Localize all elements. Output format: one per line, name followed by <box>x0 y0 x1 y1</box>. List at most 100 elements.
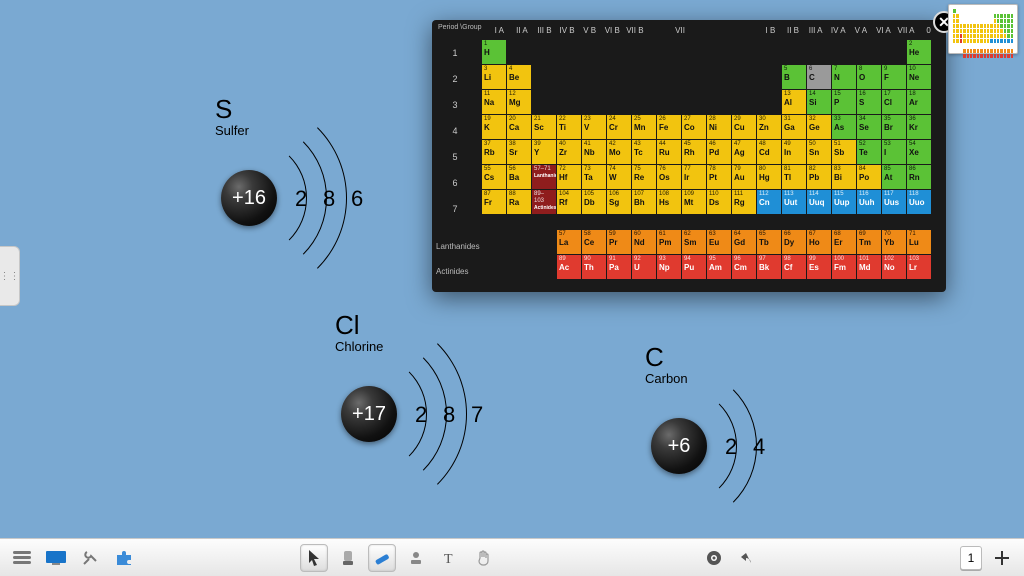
element-Se[interactable]: 34Se <box>857 115 882 140</box>
element-O[interactable]: 8O <box>857 65 882 90</box>
element-Eu[interactable]: 63Eu <box>707 230 732 255</box>
element-Ag[interactable]: 47Ag <box>732 140 757 165</box>
element-F[interactable]: 9F <box>882 65 907 90</box>
eraser-tool[interactable] <box>334 544 362 572</box>
atom-c[interactable]: C Carbon+624 <box>645 342 688 386</box>
element-Zr[interactable]: 40Zr <box>557 140 582 165</box>
element-P[interactable]: 15P <box>832 90 857 115</box>
element-Tl[interactable]: 81Tl <box>782 165 807 190</box>
element-Ca[interactable]: 20Ca <box>507 115 532 140</box>
element-Ge[interactable]: 32Ge <box>807 115 832 140</box>
element-Kr[interactable]: 36Kr <box>907 115 932 140</box>
element-In[interactable]: 49In <box>782 140 807 165</box>
atom-cl[interactable]: Cl Chlorine+17287 <box>335 310 383 354</box>
element-Sg[interactable]: 106Sg <box>607 190 632 215</box>
element-Y[interactable]: 39Y <box>532 140 557 165</box>
element-Te[interactable]: 52Te <box>857 140 882 165</box>
element-Ar[interactable]: 18Ar <box>907 90 932 115</box>
element-Uuq[interactable]: 114Uuq <box>807 190 832 215</box>
element-N[interactable]: 7N <box>832 65 857 90</box>
element-Pm[interactable]: 61Pm <box>657 230 682 255</box>
element-Rg[interactable]: 111Rg <box>732 190 757 215</box>
element-Ga[interactable]: 31Ga <box>782 115 807 140</box>
element-Pr[interactable]: 59Pr <box>607 230 632 255</box>
element-H[interactable]: 1H <box>482 40 507 65</box>
tools-icon[interactable] <box>76 544 104 572</box>
element-Cr[interactable]: 24Cr <box>607 115 632 140</box>
element-Uuh[interactable]: 116Uuh <box>857 190 882 215</box>
element-K[interactable]: 19K <box>482 115 507 140</box>
element-C[interactable]: 6C <box>807 65 832 90</box>
element-Mo[interactable]: 42Mo <box>607 140 632 165</box>
element-Pt[interactable]: 78Pt <box>707 165 732 190</box>
element-89–103[interactable]: 89–103Actinides <box>532 190 557 215</box>
element-Ne[interactable]: 10Ne <box>907 65 932 90</box>
side-panel-tab[interactable]: ⋮⋮ <box>0 246 20 306</box>
element-Er[interactable]: 68Er <box>832 230 857 255</box>
element-Cd[interactable]: 48Cd <box>757 140 782 165</box>
minimap-thumbnail[interactable] <box>948 4 1018 54</box>
element-He[interactable]: 2He <box>907 40 932 65</box>
element-No[interactable]: 102No <box>882 255 907 280</box>
element-Rb[interactable]: 37Rb <box>482 140 507 165</box>
element-Ac[interactable]: 89Ac <box>557 255 582 280</box>
element-Be[interactable]: 4Be <box>507 65 532 90</box>
element-Li[interactable]: 3Li <box>482 65 507 90</box>
element-W[interactable]: 74W <box>607 165 632 190</box>
pen-tool[interactable] <box>368 544 396 572</box>
element-Cs[interactable]: 55Cs <box>482 165 507 190</box>
element-Ho[interactable]: 67Ho <box>807 230 832 255</box>
element-Os[interactable]: 76Os <box>657 165 682 190</box>
puzzle-icon[interactable] <box>110 544 138 572</box>
periodic-table-panel[interactable]: ✕ Period \Group I AII AIII BIV BV BVI BV… <box>432 20 946 292</box>
element-Am[interactable]: 95Am <box>707 255 732 280</box>
element-Ra[interactable]: 88Ra <box>507 190 532 215</box>
element-Pa[interactable]: 91Pa <box>607 255 632 280</box>
element-Lr[interactable]: 103Lr <box>907 255 932 280</box>
element-Cl[interactable]: 17Cl <box>882 90 907 115</box>
element-Cu[interactable]: 29Cu <box>732 115 757 140</box>
element-Fm[interactable]: 100Fm <box>832 255 857 280</box>
element-Hf[interactable]: 72Hf <box>557 165 582 190</box>
element-Rh[interactable]: 45Rh <box>682 140 707 165</box>
element-Tb[interactable]: 65Tb <box>757 230 782 255</box>
element-Sb[interactable]: 51Sb <box>832 140 857 165</box>
element-Uuo[interactable]: 118Uuo <box>907 190 932 215</box>
element-Sm[interactable]: 62Sm <box>682 230 707 255</box>
element-Md[interactable]: 101Md <box>857 255 882 280</box>
element-Db[interactable]: 105Db <box>582 190 607 215</box>
element-Bh[interactable]: 107Bh <box>632 190 657 215</box>
atom-s[interactable]: S Sulfer+16286 <box>215 94 249 138</box>
element-Uut[interactable]: 113Uut <box>782 190 807 215</box>
element-Sn[interactable]: 50Sn <box>807 140 832 165</box>
element-Sc[interactable]: 21Sc <box>532 115 557 140</box>
element-Fr[interactable]: 87Fr <box>482 190 507 215</box>
element-Tc[interactable]: 43Tc <box>632 140 657 165</box>
element-Ti[interactable]: 22Ti <box>557 115 582 140</box>
element-Ba[interactable]: 56Ba <box>507 165 532 190</box>
element-U[interactable]: 92U <box>632 255 657 280</box>
element-Pb[interactable]: 82Pb <box>807 165 832 190</box>
element-Lu[interactable]: 71Lu <box>907 230 932 255</box>
element-At[interactable]: 85At <box>882 165 907 190</box>
element-Mn[interactable]: 25Mn <box>632 115 657 140</box>
element-Cn[interactable]: 112Cn <box>757 190 782 215</box>
element-Na[interactable]: 11Na <box>482 90 507 115</box>
element-Sr[interactable]: 38Sr <box>507 140 532 165</box>
element-Uup[interactable]: 115Uup <box>832 190 857 215</box>
element-Si[interactable]: 14Si <box>807 90 832 115</box>
element-Uus[interactable]: 117Uus <box>882 190 907 215</box>
element-V[interactable]: 23V <box>582 115 607 140</box>
element-Xe[interactable]: 54Xe <box>907 140 932 165</box>
element-Yb[interactable]: 70Yb <box>882 230 907 255</box>
element-Cm[interactable]: 96Cm <box>732 255 757 280</box>
element-Mg[interactable]: 12Mg <box>507 90 532 115</box>
element-Th[interactable]: 90Th <box>582 255 607 280</box>
element-La[interactable]: 57La <box>557 230 582 255</box>
element-Po[interactable]: 84Po <box>857 165 882 190</box>
element-Br[interactable]: 35Br <box>882 115 907 140</box>
element-Cf[interactable]: 98Cf <box>782 255 807 280</box>
screen-icon[interactable] <box>42 544 70 572</box>
element-Hg[interactable]: 80Hg <box>757 165 782 190</box>
element-Nb[interactable]: 41Nb <box>582 140 607 165</box>
